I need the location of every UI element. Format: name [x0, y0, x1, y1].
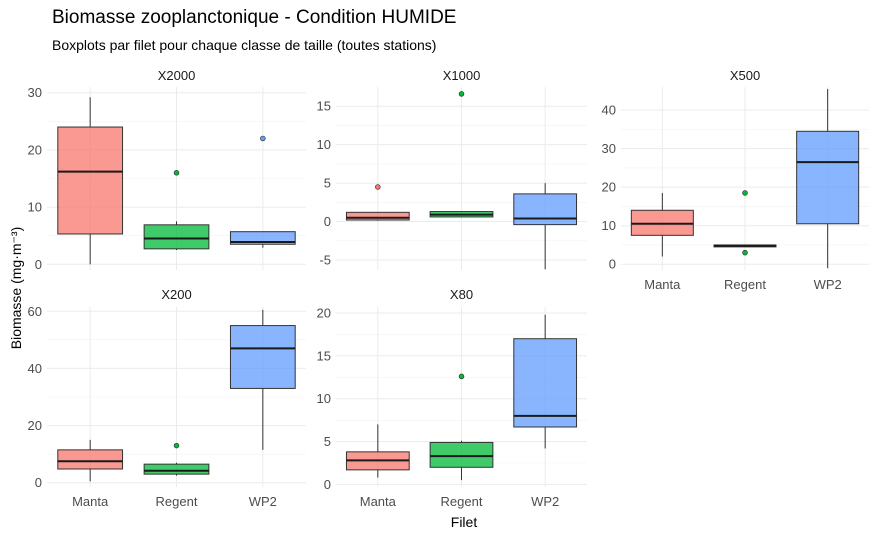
y-tick-label: 10 — [317, 137, 331, 152]
box-regent — [143, 463, 210, 475]
x-tick-label: WP2 — [531, 494, 559, 509]
outlier-point — [173, 442, 180, 449]
box-wp2 — [513, 338, 578, 428]
y-tick-label: 0 — [324, 477, 331, 492]
y-tick-label: 15 — [317, 348, 331, 363]
panel-x1000: -5 0 5 10 15 X1000 — [317, 68, 587, 270]
x-tick-label: Manta — [360, 494, 397, 509]
panel-x2000: 0 10 20 30 X2000 — [28, 68, 306, 272]
panel-title: X2000 — [158, 68, 196, 83]
y-tick-label: 20 — [317, 306, 331, 321]
y-tick-label: 0 — [324, 214, 331, 229]
y-tick-label: 40 — [602, 103, 616, 118]
box-manta — [345, 211, 410, 221]
outlier-point — [742, 249, 748, 256]
x-axis-label: Filet — [451, 514, 478, 530]
outlier-point — [742, 190, 748, 196]
y-tick-label: 5 — [324, 434, 331, 449]
outlier-point — [375, 184, 381, 190]
y-tick-label: 0 — [609, 257, 616, 272]
x-tick-label: Regent — [156, 494, 198, 509]
y-tick-label: 5 — [324, 176, 331, 191]
x-tick-label: WP2 — [814, 277, 842, 292]
box-wp2 — [796, 130, 860, 225]
y-tick-label: 10 — [602, 218, 616, 233]
panel-title: X1000 — [443, 68, 481, 83]
y-tick-label: 60 — [28, 304, 42, 319]
box-wp2 — [513, 193, 578, 226]
box-manta — [57, 449, 124, 470]
panel-title: X500 — [730, 68, 760, 83]
box-regent — [429, 441, 494, 468]
x-tick-label: WP2 — [249, 494, 277, 509]
panel-x500: 0 10 20 30 40 X500 Manta Regent WP2 — [602, 68, 869, 292]
x-tick-label: Manta — [72, 494, 109, 509]
y-tick-label: 10 — [317, 391, 331, 406]
y-tick-label: 0 — [35, 257, 42, 272]
x-tick-label: Regent — [724, 277, 766, 292]
y-tick-label: 30 — [602, 141, 616, 156]
y-tick-label: 20 — [28, 418, 42, 433]
outlier-point — [173, 170, 180, 176]
y-tick-label: -5 — [319, 253, 331, 268]
outlier-point — [458, 91, 465, 97]
x-tick-label: Regent — [441, 494, 483, 509]
panel-title: X80 — [450, 287, 473, 302]
box-manta — [57, 126, 124, 235]
chart-title: Biomasse zooplanctonique - Condition HUM… — [52, 7, 457, 28]
y-tick-label: 40 — [28, 361, 42, 376]
y-tick-label: 20 — [28, 142, 42, 157]
panel-x80: 0 5 10 15 20 X80 Manta Regent WP2 — [317, 287, 587, 509]
panel-x200: 0 20 40 60 X200 Manta Regent WP2 — [28, 287, 306, 509]
y-tick-label: 10 — [28, 200, 42, 215]
panel-title: X200 — [161, 287, 191, 302]
outlier-point — [458, 373, 465, 380]
y-tick-label: 20 — [602, 180, 616, 195]
y-axis-label: Biomasse (mg·m⁻³) — [8, 227, 24, 350]
y-tick-label: 15 — [317, 99, 331, 114]
y-tick-label: 0 — [35, 475, 42, 490]
box-regent — [143, 224, 210, 250]
outlier-point — [260, 135, 266, 142]
box-wp2 — [229, 325, 296, 389]
x-tick-label: Manta — [644, 277, 681, 292]
y-tick-label: 30 — [28, 85, 42, 100]
chart-subtitle: Boxplots par filet pour chaque classe de… — [52, 37, 437, 53]
